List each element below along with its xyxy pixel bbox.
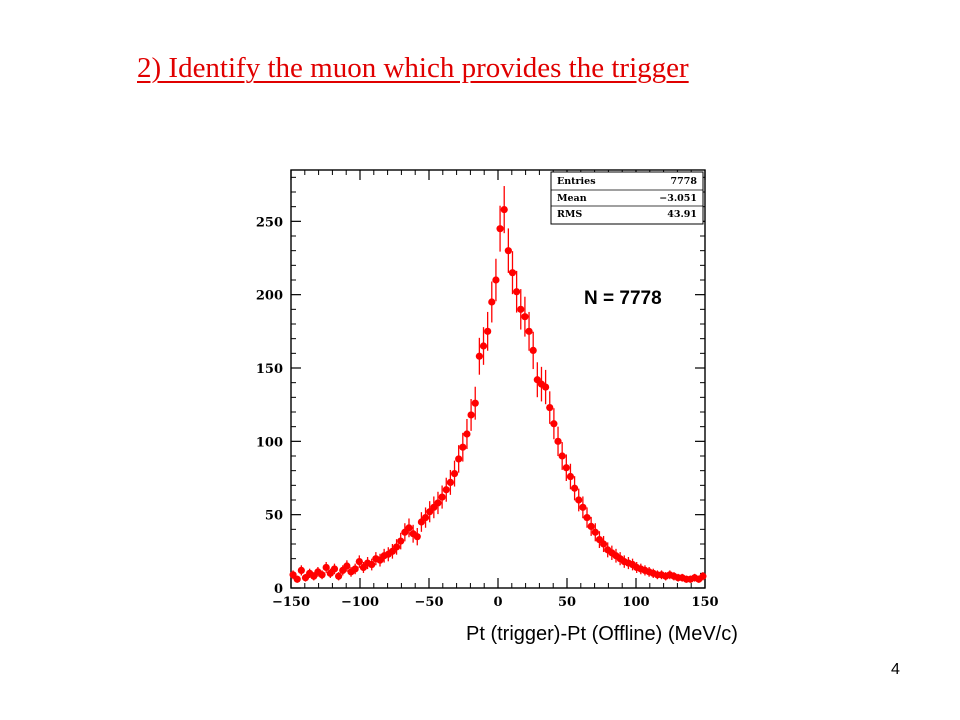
data-point [513,288,521,296]
page-number: 4 [891,661,900,678]
data-points [289,186,707,583]
data-point [562,464,570,472]
data-point [421,514,430,522]
entries-annotation: N = 7778 [584,288,662,309]
data-point [550,420,558,428]
y-tick-label: 250 [256,215,283,230]
data-point [413,533,421,541]
data-point [566,472,575,481]
data-point [542,383,550,391]
data-point [500,206,508,214]
x-axis-label: Pt (trigger)-Pt (Offline) (MeV/c) [466,623,738,645]
data-point [517,305,525,313]
data-point [318,571,326,579]
data-point [583,514,591,522]
data-point [591,528,599,536]
data-point [446,478,454,486]
data-point [450,470,459,478]
data-point [467,411,475,419]
data-point [455,455,463,463]
data-point [496,225,504,233]
data-point [546,404,554,412]
data-point [355,558,363,566]
stats-mean-label: Mean [557,193,587,204]
data-point [434,499,442,507]
data-point [488,298,496,306]
data-point [699,572,707,580]
data-point [322,563,330,572]
data-point [492,276,500,284]
x-tick-label: 0 [493,595,502,610]
data-point [392,543,401,551]
axis-ticks: −150 −100 −50 0 50 100 150 0 50 100 150 200 250 [256,170,719,610]
data-point [293,575,301,583]
data-point [463,430,471,438]
data-point [558,452,566,460]
stats-rms-value: 43.91 [667,209,697,220]
data-point [297,566,305,575]
y-tick-label: 150 [256,362,283,377]
data-point [575,496,583,504]
x-tick-label: 50 [558,595,576,610]
data-point [504,247,512,255]
stats-mean-value: −3.051 [659,193,697,204]
data-point [397,537,405,545]
data-point [459,443,467,451]
data-point [335,572,343,580]
data-point [368,560,376,569]
data-point [521,313,529,321]
data-point [343,562,351,570]
y-tick-label: 50 [265,509,283,524]
data-point [479,342,488,350]
data-point [579,503,587,511]
data-point [405,524,413,532]
x-tick-label: −50 [415,595,444,610]
stats-entries-value: 7778 [671,176,698,187]
x-tick-label: −100 [341,595,379,610]
data-point [570,484,579,492]
plot-frame-rect [290,169,706,589]
y-tick-label: 0 [274,582,283,597]
y-tick-label: 100 [256,435,283,450]
data-point [475,352,483,360]
data-point [330,565,339,573]
data-point [529,346,537,354]
stats-box-frame [550,171,704,225]
data-point [438,493,446,501]
slide-title: 2) Identify the muon which provides the … [137,52,689,84]
data-point [442,486,450,494]
data-point [554,437,562,445]
data-point [351,565,359,573]
data-point [508,269,517,277]
data-point [471,399,479,407]
stats-entries-label: Entries [557,176,596,187]
x-tick-label: −150 [272,595,310,610]
plot-frame [290,169,706,589]
data-point [587,522,595,531]
x-tick-label: 100 [622,595,649,610]
stats-rms-label: RMS [557,209,582,220]
stats-box: Entries 7778 Mean −3.051 RMS 43.91 [550,171,704,225]
data-point [525,327,533,335]
data-point [599,540,608,548]
y-tick-label: 200 [256,289,283,304]
data-point [484,327,492,335]
x-tick-label: 150 [691,595,718,610]
